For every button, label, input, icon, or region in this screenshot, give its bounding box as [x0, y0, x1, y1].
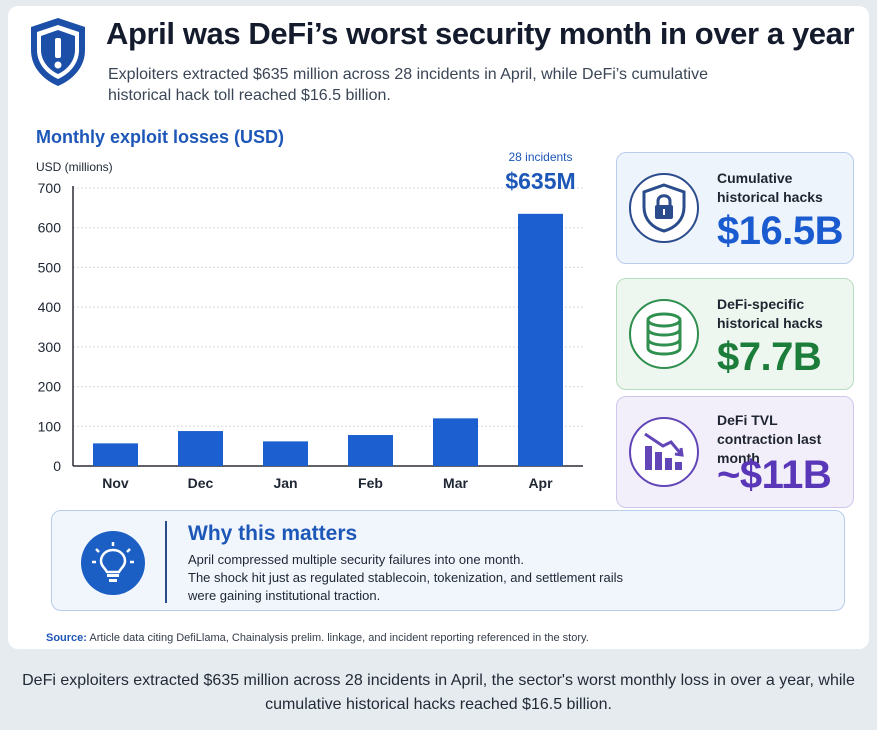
- x-tick-label: Nov: [102, 475, 129, 491]
- shield-lock-icon: [629, 173, 699, 243]
- stat-label: Cumulative historical hacks: [717, 170, 823, 205]
- annotation-incidents: 28 incidents: [508, 150, 572, 164]
- y-tick-label: 700: [38, 180, 62, 196]
- y-tick-label: 300: [38, 339, 62, 355]
- x-tick-label: Mar: [443, 475, 468, 491]
- bar-mar: [433, 418, 478, 466]
- annotation-value: $635M: [505, 168, 575, 194]
- bar-nov: [93, 443, 138, 466]
- y-tick-label: 200: [38, 379, 62, 395]
- chart-title: Monthly exploit losses (USD): [36, 127, 285, 147]
- why-line: The shock hit just as regulated stableco…: [188, 570, 624, 585]
- database-icon: [629, 299, 699, 369]
- source-label: Source:: [46, 632, 87, 644]
- page-subtitle: Exploiters extracted $635 million across…: [108, 66, 708, 104]
- declining-chart-icon: [629, 417, 699, 487]
- stat-card-tvl-contraction: DeFi TVL contraction last month ~$11B: [616, 396, 854, 508]
- y-tick-label: 400: [38, 299, 62, 315]
- x-tick-label: Dec: [188, 475, 214, 491]
- why-this-matters-panel: Why this matters April compressed multip…: [51, 510, 845, 611]
- why-line: April compressed multiple security failu…: [188, 552, 524, 567]
- x-tick-label: Jan: [273, 475, 297, 491]
- bar-dec: [178, 431, 223, 466]
- stat-label: DeFi TVL contraction last month: [717, 412, 822, 466]
- page-title: April was DeFi’s worst security month in…: [106, 16, 855, 51]
- why-line: were gaining institutional traction.: [188, 588, 381, 603]
- stat-card-cumulative-hacks: Cumulative historical hacks $16.5B: [616, 152, 854, 264]
- bar-chart: USD (millions) 0 100 200 300 400 500 600 700 Nov D…: [36, 150, 583, 491]
- x-tick-label: Apr: [528, 475, 553, 491]
- why-title: Why this matters: [188, 522, 358, 545]
- y-tick-label: 0: [53, 458, 61, 474]
- stat-card-defi-hacks: DeFi-specific historical hacks $7.7B: [616, 278, 854, 390]
- stat-label: DeFi-specific historical hacks: [717, 296, 823, 331]
- stat-value: $16.5B: [717, 209, 843, 253]
- y-tick-label: 100: [38, 418, 62, 434]
- shield-alert-icon: [31, 18, 85, 86]
- infographic-card: April was DeFi’s worst security month in…: [8, 6, 869, 649]
- panel-divider: [165, 521, 167, 603]
- bar-jan: [263, 441, 308, 466]
- stat-value: ~$11B: [717, 453, 832, 497]
- stat-value: $7.7B: [717, 335, 822, 379]
- y-tick-label: 500: [38, 259, 62, 275]
- y-tick-label: 600: [38, 220, 62, 236]
- bar-apr: [518, 213, 563, 466]
- source-text: Article data citing DefiLlama, Chainalys…: [89, 632, 589, 644]
- x-tick-label: Feb: [358, 475, 383, 491]
- y-axis-label: USD (millions): [36, 160, 113, 174]
- source-note: Source: Article data citing DefiLlama, C…: [46, 632, 589, 644]
- lightbulb-icon: [81, 531, 145, 595]
- caption: DeFi exploiters extracted $635 million a…: [22, 672, 855, 713]
- bar-feb: [348, 435, 393, 466]
